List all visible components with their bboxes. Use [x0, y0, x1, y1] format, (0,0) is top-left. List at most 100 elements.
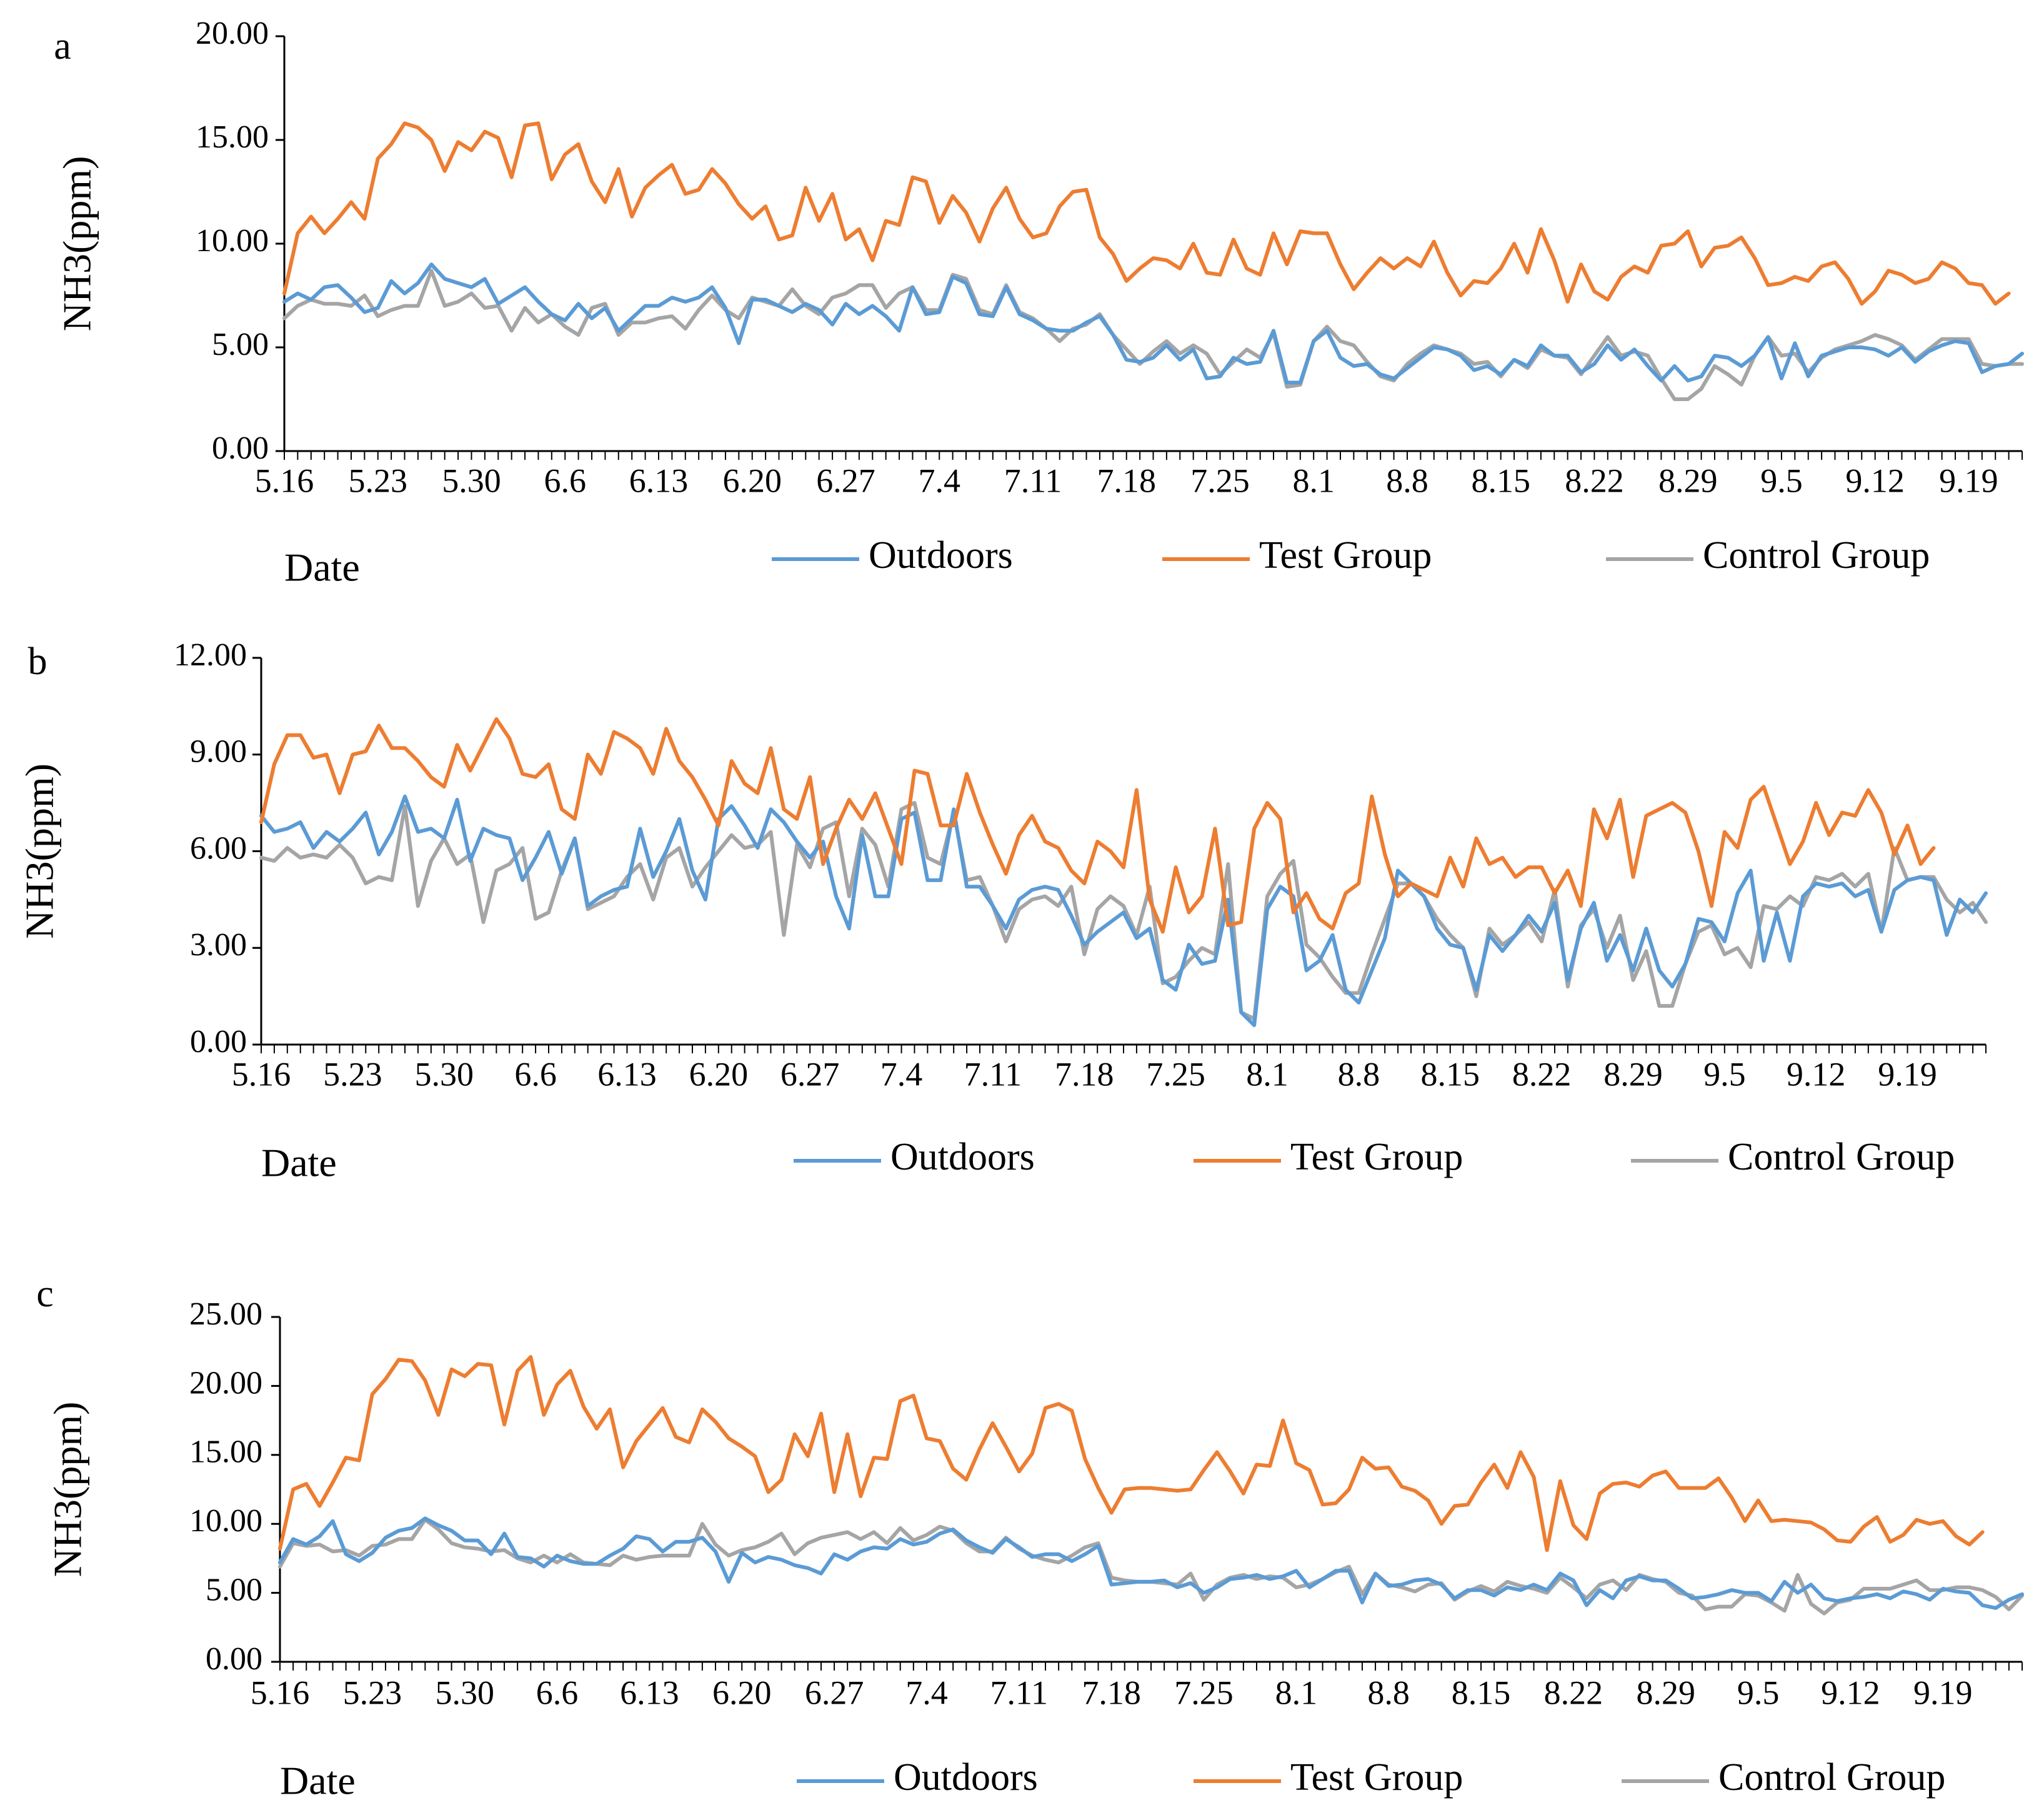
y-tick-label: 5.00 — [206, 1572, 262, 1608]
y-axis-label: NH3(ppm) — [46, 1402, 90, 1577]
x-tick-label: 9.19 — [1939, 462, 1998, 499]
x-tick-label: 9.5 — [1737, 1674, 1780, 1711]
x-tick-label: 6.13 — [597, 1055, 657, 1093]
x-tick-label: 8.15 — [1452, 1674, 1511, 1711]
x-tick-label: 7.18 — [1082, 1674, 1141, 1711]
series-line-test-group — [259, 717, 1936, 934]
panel-label: c — [36, 1273, 54, 1315]
panel-a: a NH3(ppm) 0.00 5.00 10.00 15.00 20.00 5.16 5.23… — [54, 16, 2024, 590]
x-tick-label: 8.22 — [1512, 1055, 1572, 1093]
x-tick-label: 8.15 — [1420, 1055, 1480, 1093]
y-axis-label: NH3(ppm) — [17, 763, 62, 939]
x-tick-label: 8.1 — [1246, 1055, 1289, 1093]
x-axis-label: Date — [261, 1141, 337, 1185]
panel-label: a — [54, 25, 71, 67]
x-tick-label: 6.20 — [712, 1674, 772, 1711]
y-axis-label: NH3(ppm) — [55, 156, 99, 332]
x-tick-label: 5.16 — [251, 1674, 310, 1711]
series-line-control-group — [282, 269, 2024, 401]
x-tick-label: 6.27 — [805, 1674, 864, 1711]
y-tick-label: 9.00 — [190, 734, 247, 770]
x-tick-label: 9.12 — [1845, 462, 1905, 499]
x-tick-label: 6.6 — [544, 462, 586, 499]
y-tick-label: 3.00 — [190, 927, 247, 963]
y-tick-label: 15.00 — [189, 1434, 262, 1470]
y-tick-label: 20.00 — [189, 1365, 262, 1401]
x-tick-label: 9.5 — [1760, 462, 1803, 499]
x-tick-label: 8.29 — [1603, 1055, 1663, 1093]
x-tick-label: 8.8 — [1367, 1674, 1410, 1711]
legend-label-test-group: Test Group — [1259, 534, 1432, 577]
x-tick-label: 8.8 — [1386, 462, 1428, 499]
x-tick-label: 9.19 — [1878, 1055, 1937, 1093]
y-tick-label: 15.00 — [196, 119, 269, 155]
y-tick-label: 10.00 — [189, 1503, 262, 1539]
x-tick-label: 8.8 — [1338, 1055, 1380, 1093]
y-tick-label: 20.00 — [196, 16, 269, 51]
x-tick-label: 9.19 — [1913, 1674, 1973, 1711]
x-tick-label: 7.4 — [880, 1055, 923, 1093]
x-tick-label: 8.29 — [1658, 462, 1718, 499]
x-tick-label: 5.23 — [323, 1055, 382, 1093]
x-tick-label: 6.27 — [780, 1055, 840, 1093]
x-tick-label: 9.5 — [1703, 1055, 1746, 1093]
x-tick-label: 7.18 — [1097, 462, 1156, 499]
x-tick-label: 5.16 — [255, 462, 314, 499]
x-tick-label: 6.6 — [536, 1674, 579, 1711]
y-tick-label: 10.00 — [196, 223, 269, 259]
x-tick-label: 8.15 — [1471, 462, 1530, 499]
x-tick-label: 7.18 — [1055, 1055, 1114, 1093]
legend-label-control-group: Control Group — [1718, 1756, 1945, 1799]
x-tick-label: 7.25 — [1146, 1055, 1205, 1093]
x-tick-label: 6.27 — [816, 462, 875, 499]
x-tick-label: 7.11 — [1004, 462, 1062, 499]
series-line-outdoors — [278, 1516, 2024, 1610]
x-tick-label: 9.12 — [1787, 1055, 1846, 1093]
x-tick-label: 8.1 — [1292, 462, 1335, 499]
legend-label-test-group: Test Group — [1290, 1756, 1463, 1799]
series-line-test-group — [282, 121, 2011, 306]
x-tick-label: 6.6 — [514, 1055, 557, 1093]
legend-label-outdoors: Outdoors — [869, 534, 1013, 577]
series-line-test-group — [278, 1355, 1985, 1552]
x-tick-label: 5.30 — [414, 1055, 474, 1093]
x-tick-label: 8.22 — [1544, 1674, 1603, 1711]
x-tick-label: 5.30 — [442, 462, 501, 499]
x-tick-label: 6.13 — [629, 462, 689, 499]
y-tick-label: 5.00 — [212, 327, 269, 362]
x-tick-label: 7.11 — [990, 1674, 1049, 1711]
panel-b: b NH3(ppm) 0.00 3.00 6.00 9.00 12.00 5.16 5.23 5.… — [17, 637, 1988, 1185]
x-tick-label: 5.23 — [343, 1674, 402, 1711]
legend-label-control-group: Control Group — [1703, 534, 1930, 577]
y-tick-label: 0.00 — [190, 1024, 247, 1060]
y-tick-label: 25.00 — [189, 1296, 262, 1332]
x-axis-label: Date — [280, 1759, 356, 1803]
x-axis-label: Date — [284, 545, 360, 590]
x-tick-label: 7.25 — [1174, 1674, 1234, 1711]
x-tick-label: 9.12 — [1821, 1674, 1880, 1711]
legend-label-test-group: Test Group — [1290, 1136, 1463, 1178]
x-tick-label: 7.25 — [1190, 462, 1250, 499]
x-tick-label: 8.22 — [1565, 462, 1624, 499]
series-line-outdoors — [282, 262, 2024, 385]
x-tick-label: 6.13 — [620, 1674, 679, 1711]
x-tick-label: 5.16 — [232, 1055, 291, 1093]
x-tick-label: 5.23 — [348, 462, 407, 499]
y-tick-label: 12.00 — [174, 637, 247, 673]
x-tick-label: 8.29 — [1636, 1674, 1695, 1711]
legend-label-outdoors: Outdoors — [890, 1136, 1035, 1178]
panel-c: c NH3(ppm) 0.00 5.00 10.00 15.00 20.00 25.00 5.1… — [36, 1273, 2024, 1803]
x-tick-label: 8.1 — [1275, 1674, 1318, 1711]
legend-label-outdoors: Outdoors — [894, 1756, 1038, 1799]
y-tick-label: 6.00 — [190, 830, 247, 866]
legend-label-control-group: Control Group — [1728, 1136, 1955, 1178]
series-line-control-group — [259, 801, 1988, 1021]
y-tick-label: 0.00 — [212, 430, 269, 466]
x-tick-label: 6.20 — [689, 1055, 749, 1093]
panel-label: b — [28, 640, 47, 683]
x-tick-label: 6.20 — [722, 462, 782, 499]
x-tick-label: 7.4 — [905, 1674, 948, 1711]
x-tick-label: 7.4 — [918, 462, 960, 499]
x-tick-label: 5.30 — [435, 1674, 494, 1711]
